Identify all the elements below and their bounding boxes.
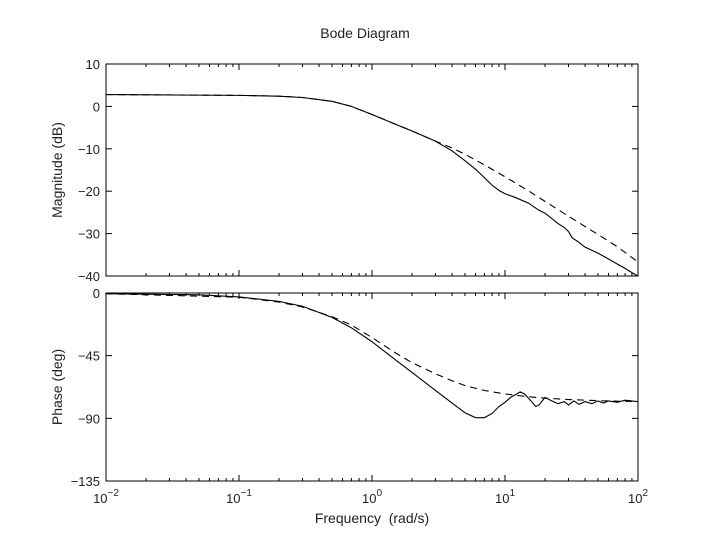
phase-y-tick-label: −90 [78,411,100,426]
magnitude-series-model [106,93,638,263]
phase-y-axis-title: Phase (deg) [49,349,65,425]
phase-y-tick-label: −135 [71,474,100,489]
x-tick-label: 100 [362,488,382,506]
x-tick-label: 102 [628,488,648,506]
phase-series-estimated [106,293,638,419]
magnitude-series-estimated [106,93,638,276]
chart-title: Bode Diagram [320,25,410,41]
phase-panel: 0 −45 −90 −135 Phase (deg) [49,286,639,489]
magnitude-y-tick-label: −10 [78,142,100,157]
magnitude-axes-frame [105,63,639,277]
magnitude-y-tick-label: −30 [78,227,100,242]
magnitude-y-axis-title: Magnitude (dB) [49,122,65,218]
phase-series-model [106,293,638,403]
magnitude-y-tick-label: 0 [93,99,100,114]
x-tick-label: 10−1 [226,488,252,506]
phase-y-tick-label: 0 [93,286,100,301]
magnitude-y-tick-label: −40 [78,269,100,284]
x-tick-label: 10−2 [93,488,119,506]
magnitude-y-tick-label: −20 [78,184,100,199]
x-tick-label: 101 [495,488,515,506]
phase-y-tick-label: −45 [78,349,100,364]
magnitude-panel: 10 0 −10 −20 −30 −40 Magnitude (dB) [49,57,639,284]
phase-axes-frame [105,292,639,482]
magnitude-y-tick-label: 10 [86,57,100,72]
x-axis-title: Frequency (rad/s) [315,510,429,526]
